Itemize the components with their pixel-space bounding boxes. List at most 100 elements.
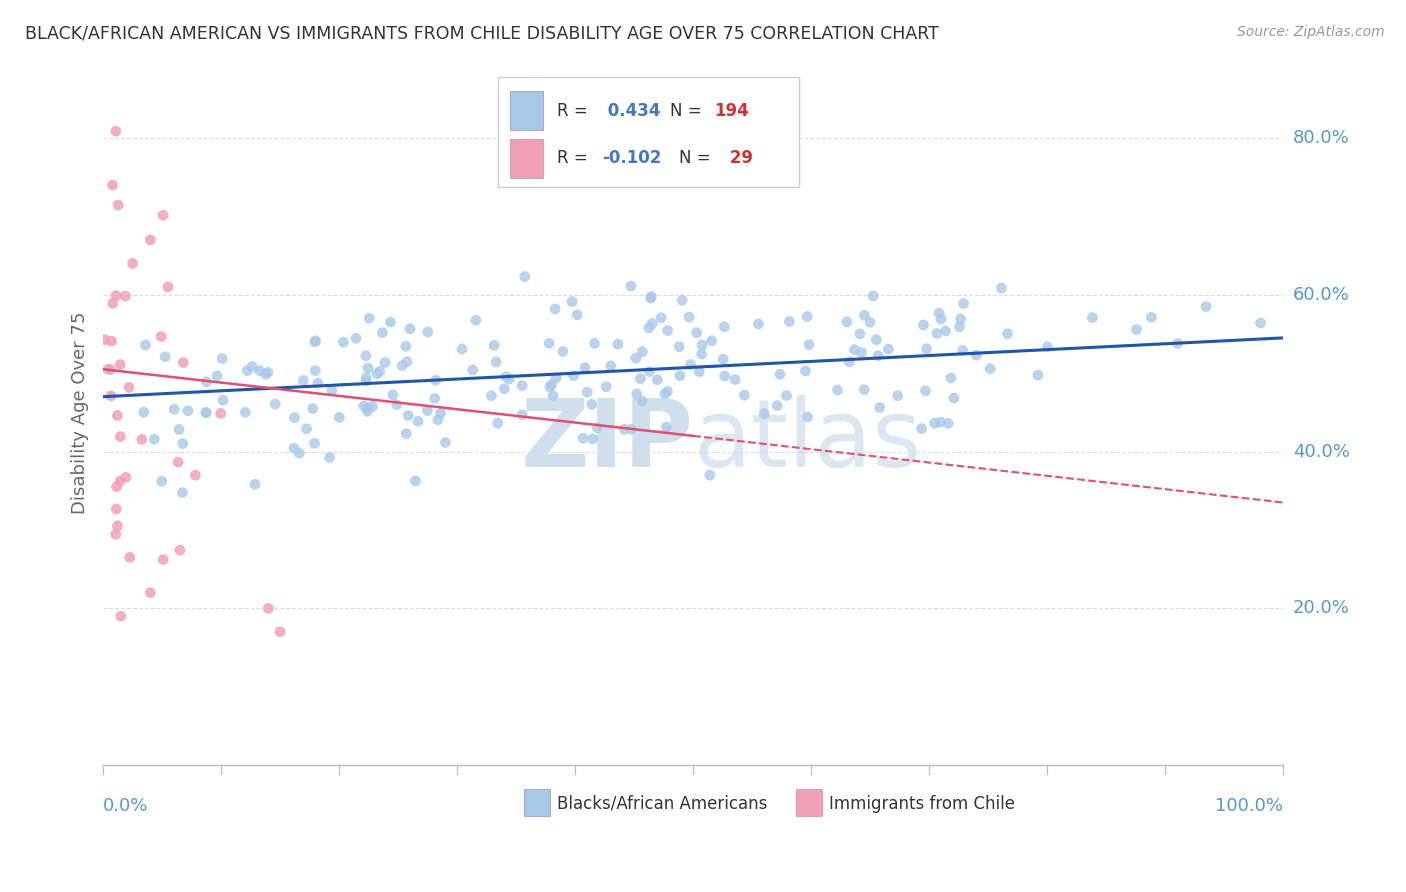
Point bbox=[510, 378, 533, 392]
Point bbox=[965, 348, 987, 362]
Point bbox=[576, 385, 599, 400]
Point bbox=[152, 552, 174, 566]
Point bbox=[380, 315, 402, 329]
Point bbox=[100, 389, 122, 403]
Point bbox=[654, 386, 676, 401]
Point bbox=[942, 391, 965, 405]
Point bbox=[423, 392, 446, 406]
Point bbox=[1250, 316, 1272, 330]
Point bbox=[395, 339, 418, 353]
Point bbox=[631, 394, 654, 409]
Point bbox=[688, 365, 710, 379]
Point bbox=[939, 371, 962, 385]
Point bbox=[304, 334, 326, 349]
Point bbox=[1195, 300, 1218, 314]
Point bbox=[240, 359, 263, 374]
Point bbox=[540, 377, 562, 392]
Text: 100.0%: 100.0% bbox=[1215, 797, 1284, 815]
Point bbox=[105, 288, 128, 302]
Point bbox=[766, 399, 789, 413]
Point bbox=[997, 326, 1019, 341]
Point bbox=[551, 344, 574, 359]
Point bbox=[172, 436, 194, 450]
Point bbox=[700, 334, 723, 348]
Point bbox=[733, 388, 755, 402]
Point bbox=[236, 363, 259, 377]
Point bbox=[1081, 310, 1104, 325]
Point bbox=[561, 294, 583, 309]
Point bbox=[157, 280, 180, 294]
Text: 0.434: 0.434 bbox=[602, 102, 661, 120]
Text: N =: N = bbox=[679, 149, 716, 168]
Point bbox=[1167, 336, 1189, 351]
Point bbox=[581, 397, 603, 411]
Point bbox=[108, 358, 131, 372]
Point bbox=[915, 342, 938, 356]
Point bbox=[797, 337, 820, 351]
Point bbox=[434, 435, 457, 450]
Point bbox=[110, 429, 132, 443]
Point bbox=[209, 407, 232, 421]
Point bbox=[583, 336, 606, 351]
Point bbox=[131, 433, 153, 447]
Point bbox=[910, 422, 932, 436]
Text: R =: R = bbox=[557, 149, 593, 168]
Point bbox=[912, 318, 935, 332]
FancyBboxPatch shape bbox=[510, 139, 543, 178]
Point bbox=[849, 326, 872, 341]
Point bbox=[669, 368, 692, 383]
Point bbox=[368, 364, 391, 378]
Point bbox=[724, 372, 747, 386]
Point bbox=[754, 407, 776, 421]
Point bbox=[495, 369, 517, 384]
Point bbox=[685, 326, 707, 340]
Point bbox=[655, 420, 678, 434]
Point bbox=[838, 355, 860, 369]
Point bbox=[108, 474, 131, 488]
Point bbox=[1036, 340, 1059, 354]
Point bbox=[620, 422, 643, 436]
Point bbox=[1140, 310, 1163, 325]
Point bbox=[366, 367, 388, 381]
Point bbox=[1026, 368, 1049, 383]
Point bbox=[796, 310, 818, 324]
Point bbox=[929, 415, 952, 429]
Point bbox=[835, 315, 858, 329]
Point bbox=[101, 178, 124, 192]
Point bbox=[486, 416, 509, 430]
Point bbox=[562, 368, 585, 383]
Point bbox=[796, 410, 818, 425]
Point bbox=[169, 543, 191, 558]
Point bbox=[657, 384, 679, 399]
Point bbox=[396, 409, 419, 423]
Point bbox=[775, 388, 797, 402]
Text: R =: R = bbox=[557, 102, 593, 120]
Text: -0.102: -0.102 bbox=[602, 149, 662, 168]
Point bbox=[640, 289, 662, 303]
Point bbox=[295, 422, 318, 436]
Bar bbox=[524, 789, 550, 816]
Text: atlas: atlas bbox=[693, 394, 921, 486]
Point bbox=[292, 374, 315, 388]
Point bbox=[101, 296, 124, 310]
Point bbox=[1125, 322, 1147, 336]
FancyBboxPatch shape bbox=[510, 91, 543, 130]
Point bbox=[107, 198, 129, 212]
Point bbox=[96, 362, 118, 376]
Point bbox=[620, 279, 643, 293]
Point bbox=[194, 405, 217, 419]
Point bbox=[328, 410, 350, 425]
Point bbox=[429, 406, 451, 420]
Point bbox=[283, 441, 305, 455]
Point bbox=[690, 347, 713, 361]
Point bbox=[479, 389, 502, 403]
Point bbox=[152, 208, 174, 222]
Point bbox=[304, 363, 326, 377]
Point bbox=[167, 455, 190, 469]
Point bbox=[172, 356, 194, 370]
Point bbox=[269, 624, 291, 639]
Point bbox=[936, 417, 959, 431]
Point bbox=[332, 335, 354, 350]
Point bbox=[374, 355, 396, 369]
Point bbox=[637, 321, 659, 335]
